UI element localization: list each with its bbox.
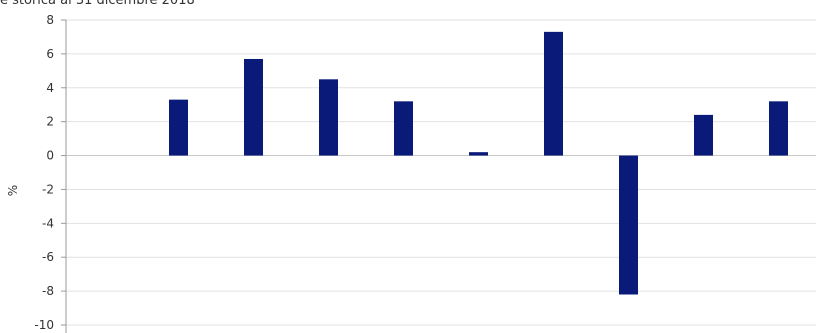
bar — [619, 155, 638, 295]
y-tick-label: -10 — [34, 318, 54, 332]
y-tick-label: -8 — [42, 284, 54, 298]
y-tick-label: -2 — [42, 182, 54, 196]
y-tick-label: -6 — [42, 250, 54, 264]
bar — [769, 101, 788, 156]
y-tick-label: -4 — [42, 216, 54, 230]
y-tick-label: 8 — [46, 13, 54, 27]
y-tick-label: 0 — [46, 149, 54, 163]
gridlines — [66, 19, 816, 326]
y-axis-label: % — [6, 185, 20, 196]
y-tick-label: 6 — [46, 47, 54, 61]
y-tick-label: 2 — [46, 115, 54, 129]
bar — [544, 31, 563, 156]
bar — [469, 152, 488, 156]
bar — [394, 101, 413, 156]
bar — [169, 99, 188, 156]
chart-subtitle: e storica al 31 dicembre 2018 — [0, 0, 195, 8]
bar — [244, 58, 263, 156]
bars — [169, 31, 788, 295]
bar — [694, 114, 713, 156]
y-axis-ticks: 8 6 4 2 0 -2 -4 -6 -8 -10 — [34, 13, 66, 332]
y-tick-label: 4 — [46, 81, 54, 95]
bar — [319, 79, 338, 156]
